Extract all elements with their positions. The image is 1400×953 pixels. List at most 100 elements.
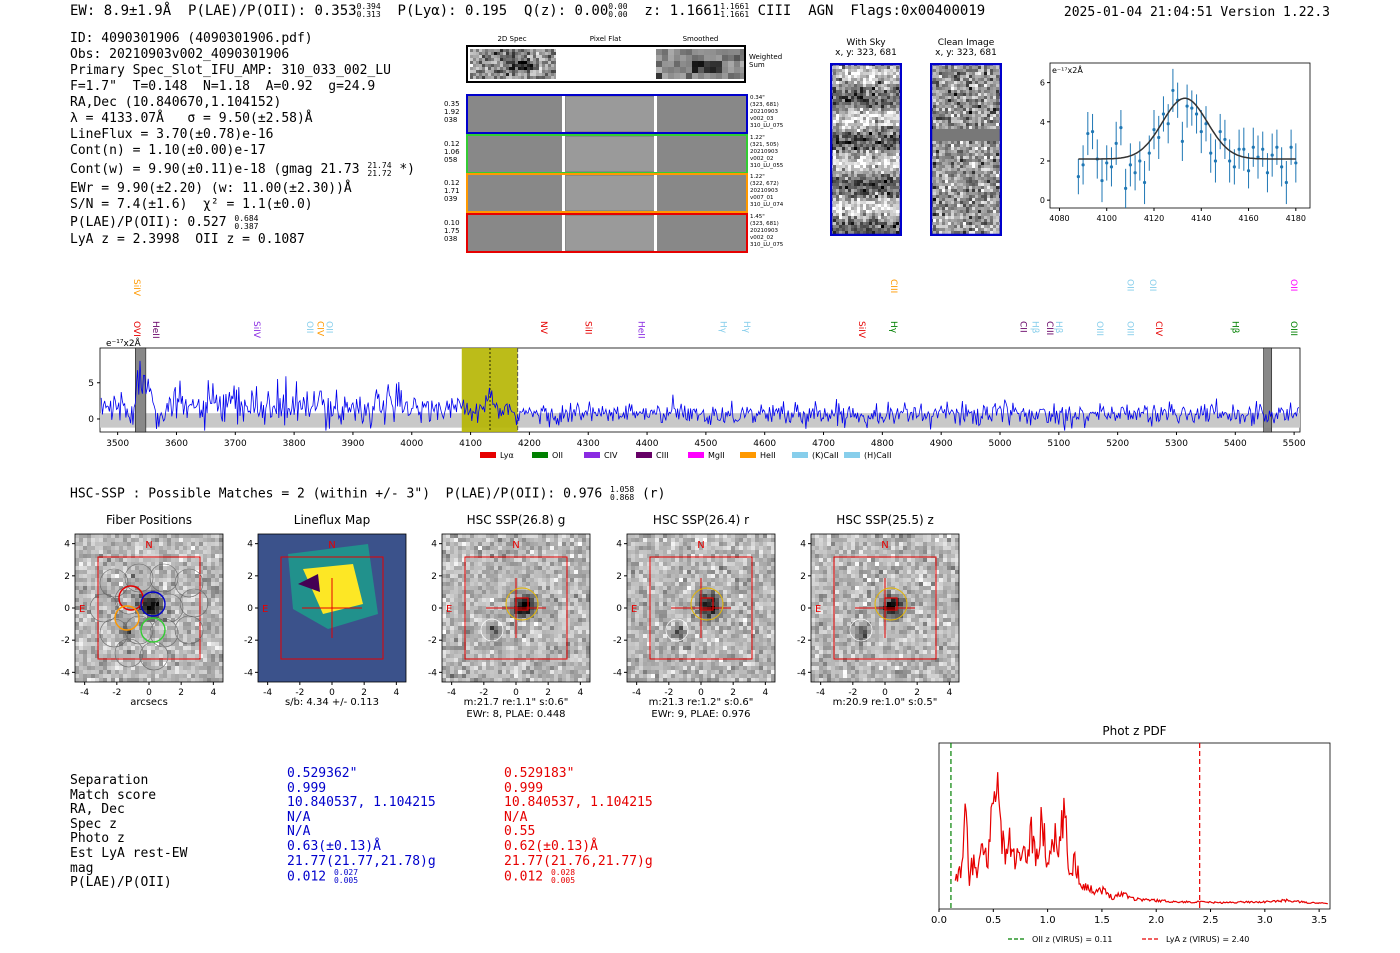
sky-pixel <box>981 78 984 81</box>
hsc-pixel <box>95 646 99 650</box>
hsc-pixel <box>458 550 462 554</box>
hsc-pixel <box>115 670 119 674</box>
hsc-pixel <box>159 562 163 566</box>
sky-pixel <box>842 174 845 177</box>
cutout-left-value: 038 <box>444 235 458 243</box>
sky-pixel <box>854 210 857 213</box>
hsc-pixel <box>103 582 107 586</box>
sky-pixel <box>866 75 869 78</box>
sky-pixel <box>833 99 836 102</box>
hsc-pixel <box>211 562 215 566</box>
hsc-pixel <box>215 658 219 662</box>
sky-pixel <box>969 117 972 120</box>
hsc-pixel <box>554 546 558 550</box>
hsc-pixel <box>115 618 119 622</box>
sky-pixel <box>939 201 942 204</box>
sky-pixel <box>996 117 999 120</box>
sky-pixel <box>954 222 957 225</box>
sky-pixel <box>875 75 878 78</box>
spec-line-label: SiII <box>582 321 592 335</box>
sky-pixel <box>945 108 948 111</box>
hsc-pixel <box>95 542 99 546</box>
sky-pixel <box>869 183 872 186</box>
sky-pixel <box>960 114 963 117</box>
sky-pixel <box>981 111 984 114</box>
hsc-pixel <box>75 590 79 594</box>
hsc-pixel <box>558 574 562 578</box>
hsc-pixel <box>131 586 135 590</box>
sky-pixel <box>990 111 993 114</box>
hsc-pixel <box>107 630 111 634</box>
hsc-pixel <box>171 550 175 554</box>
sky-pixel <box>975 189 978 192</box>
sky-pixel <box>839 147 842 150</box>
sky-pixel <box>884 186 887 189</box>
hsc-pixel <box>482 554 486 558</box>
hsc-pixel <box>219 586 223 590</box>
hsc-pixel <box>219 602 223 606</box>
fiber-circle <box>149 563 179 593</box>
sky-pixel <box>836 72 839 75</box>
hsc-pixel <box>131 662 135 666</box>
sky-pixel <box>866 138 869 141</box>
hsc-pixel <box>199 590 203 594</box>
sky-pixel <box>993 186 996 189</box>
sky-pixel <box>939 129 942 132</box>
sky-pixel <box>981 207 984 210</box>
sky-pixel <box>972 165 975 168</box>
sky-pixel <box>963 81 966 84</box>
sky-pixel <box>957 81 960 84</box>
sky-pixel <box>833 81 836 84</box>
sky-pixel <box>890 72 893 75</box>
sky-pixel <box>887 210 890 213</box>
sky-pixel <box>860 201 863 204</box>
sky-pixel <box>945 141 948 144</box>
sky-pixel <box>984 168 987 171</box>
hsc-pixel <box>482 570 486 574</box>
sky-pixel <box>872 183 875 186</box>
sky-pixel <box>857 168 860 171</box>
sky-pixel <box>848 90 851 93</box>
hsc-pixel <box>211 566 215 570</box>
hsc-pixel <box>534 566 538 570</box>
hsc-pixel <box>143 538 147 542</box>
sky-pixel <box>878 147 881 150</box>
sky-pixel <box>875 129 878 132</box>
hsc-pixel <box>139 566 143 570</box>
sky-pixel <box>966 102 969 105</box>
hsc-pixel <box>75 670 79 674</box>
sky-pixel <box>878 99 881 102</box>
spec-legend-swatch <box>792 452 808 458</box>
hsc-pixel <box>183 630 187 634</box>
hsc-pixel <box>171 646 175 650</box>
hsc-pixel <box>103 554 107 558</box>
sky-pixel <box>881 204 884 207</box>
sky-pixel <box>863 174 866 177</box>
sky-pixel <box>960 144 963 147</box>
sky-pixel <box>863 138 866 141</box>
sky-pixel <box>854 81 857 84</box>
sky-pixel <box>833 159 836 162</box>
hsc-pixel <box>159 598 163 602</box>
sky-pixel <box>872 189 875 192</box>
sky-pixel <box>854 219 857 222</box>
fit-point <box>1294 161 1298 165</box>
sky-pixel <box>851 93 854 96</box>
info-primary: Primary Spec_Slot_IFU_AMP: 310_033_002_L… <box>70 63 391 78</box>
sky-pixel <box>875 84 878 87</box>
sky-pixel <box>933 207 936 210</box>
sky-pixel <box>942 96 945 99</box>
hsc-pixel <box>582 554 586 558</box>
hsc-pixel <box>131 538 135 542</box>
hsc-pixel <box>510 554 514 558</box>
sky-pixel <box>963 132 966 135</box>
sky-pixel <box>981 123 984 126</box>
hsc-pixel <box>446 542 450 546</box>
hsc-pixel <box>87 654 91 658</box>
hsc-pixel <box>183 606 187 610</box>
hsc-pixel <box>207 634 211 638</box>
sky-pixel <box>936 93 939 96</box>
sky-pixel <box>878 105 881 108</box>
sky-pixel <box>833 147 836 150</box>
sky-pixel <box>860 93 863 96</box>
